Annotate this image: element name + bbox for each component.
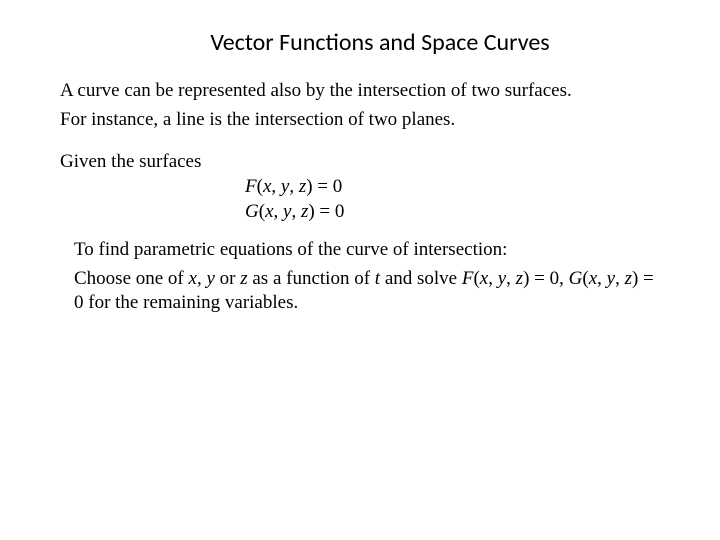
p5-x: x	[189, 268, 197, 289]
eq-G-close: ) = 0	[308, 201, 344, 222]
p5-ay: y	[498, 268, 506, 289]
p5-bz: z	[625, 268, 632, 289]
p5-ax: x	[480, 268, 488, 289]
eq-G-c2: ,	[291, 201, 301, 222]
paragraph-3: Given the surfaces	[60, 150, 660, 175]
eq-F-symbol: F	[245, 176, 257, 197]
equation-block: F(x, y, z) = 0 G(x, y, z) = 0	[245, 175, 660, 224]
paragraph-4: To find parametric equations of the curv…	[74, 238, 660, 263]
p5-az: z	[516, 268, 523, 289]
p5-t4: as a function of	[248, 268, 375, 289]
equation-F: F(x, y, z) = 0	[245, 175, 660, 200]
eq-G-symbol: G	[245, 201, 259, 222]
method-block: To find parametric equations of the curv…	[74, 238, 660, 314]
p5-t5: and solve	[380, 268, 462, 289]
paragraph-2: For instance, a line is the intersection…	[60, 108, 660, 133]
p5-by: y	[607, 268, 615, 289]
p5-F: F	[462, 268, 474, 289]
p5-t3: or	[215, 268, 240, 289]
p5-z: z	[240, 268, 247, 289]
paragraph-1: A curve can be represented also by the i…	[60, 79, 660, 104]
p5-G: G	[569, 268, 583, 289]
eq-F-c2: ,	[289, 176, 299, 197]
eq-F-c1: ,	[271, 176, 281, 197]
page-title: Vector Functions and Space Curves	[60, 28, 660, 57]
p5-bc2: ,	[615, 268, 625, 289]
p5-a1c: ) = 0,	[523, 268, 569, 289]
p5-t1: Choose one of	[74, 268, 189, 289]
eq-F-close: ) = 0	[306, 176, 342, 197]
p5-bx: x	[589, 268, 597, 289]
p5-y: y	[206, 268, 214, 289]
p5-bc1: ,	[597, 268, 607, 289]
p5-ac1: ,	[488, 268, 498, 289]
eq-G-c1: ,	[274, 201, 284, 222]
eq-G-x: x	[265, 201, 273, 222]
p5-ac2: ,	[506, 268, 516, 289]
paragraph-5: Choose one of x, y or z as a function of…	[74, 267, 660, 315]
equation-G: G(x, y, z) = 0	[245, 200, 660, 225]
